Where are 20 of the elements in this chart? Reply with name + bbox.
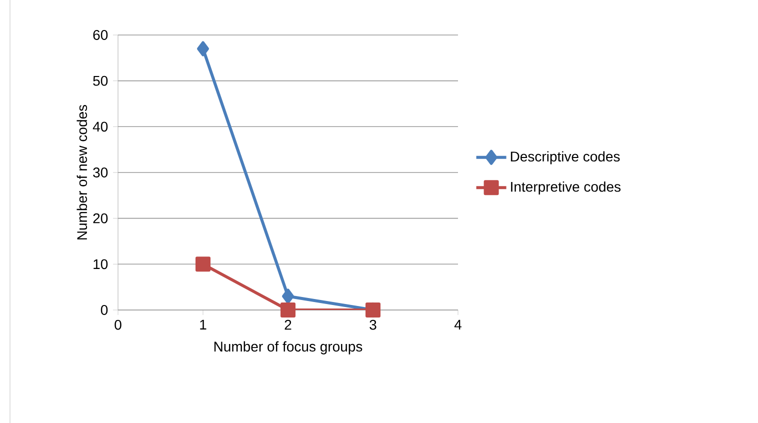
x-tick-label: 3 (370, 320, 376, 330)
legend-label: Interpretive codes (511, 181, 621, 195)
point (196, 256, 211, 272)
y-tick-label: 10 (94, 259, 108, 270)
x-tick-label: 4 (454, 320, 462, 330)
y-tick-label: 20 (93, 213, 108, 224)
y-tick-label: 60 (93, 30, 108, 40)
point (280, 302, 296, 318)
x-tick-label: 2 (284, 320, 292, 330)
y-tick-label: 30 (93, 168, 108, 178)
x-tick-label: 0 (114, 320, 122, 330)
x-tick-label: 1 (200, 320, 206, 330)
y-tick-label: 50 (93, 76, 108, 86)
y-tick-label: 0 (100, 305, 108, 315)
y-tick-label: 40 (92, 122, 108, 132)
point (282, 288, 294, 304)
y-axis-title: Number of new codes (76, 104, 88, 240)
x-axis-title: Number of focus groups (214, 341, 362, 354)
legend-label: Descriptive codes (510, 151, 620, 164)
point (197, 41, 210, 56)
